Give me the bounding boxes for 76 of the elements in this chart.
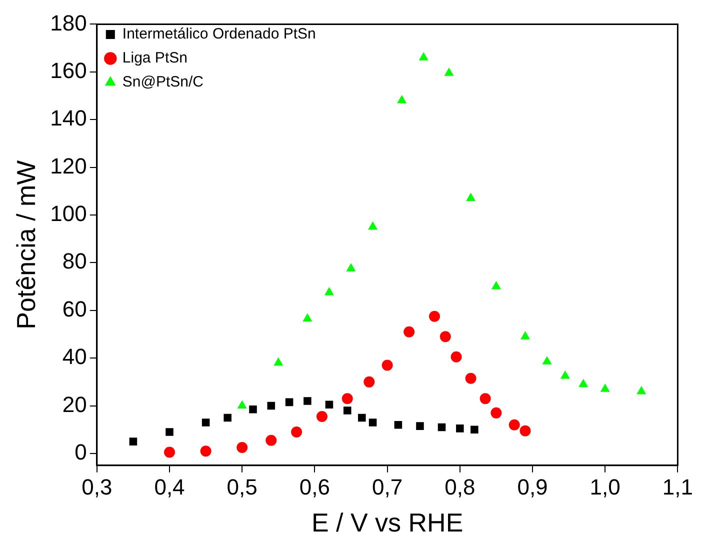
point [129, 438, 138, 446]
point [397, 95, 407, 104]
point [364, 376, 375, 388]
point [404, 326, 415, 338]
x-tick-label: 0,8 [444, 474, 476, 500]
point [224, 414, 232, 422]
x-tick-label: 0,9 [517, 474, 548, 500]
point [358, 414, 366, 422]
y-tick-label: 160 [50, 58, 87, 83]
point [324, 287, 334, 296]
point [346, 263, 356, 272]
point [456, 424, 464, 432]
x-tick-label: 0,4 [154, 474, 185, 500]
point [249, 405, 257, 414]
point [416, 422, 424, 430]
point [636, 386, 646, 394]
point [444, 68, 454, 76]
point [237, 400, 247, 409]
point [465, 372, 476, 384]
legend-label: Sn@PtSn/C [122, 74, 204, 91]
point [490, 407, 502, 418]
point [368, 221, 378, 230]
y-tick-label: 20 [62, 392, 87, 417]
y-tick-label: 120 [50, 153, 87, 178]
point [200, 446, 212, 457]
point [450, 351, 462, 362]
point [429, 310, 440, 322]
x-tick-label: 1,0 [590, 474, 620, 500]
point [266, 434, 277, 446]
point [325, 400, 334, 408]
point [470, 426, 478, 434]
point [520, 425, 531, 436]
point [316, 411, 328, 422]
y-tick-label: 40 [62, 344, 87, 370]
point [166, 428, 174, 436]
point [600, 384, 610, 392]
x-tick-label: 0,5 [226, 474, 258, 500]
point [480, 393, 491, 404]
point [438, 423, 446, 432]
point [560, 370, 570, 379]
point [520, 331, 530, 340]
point [285, 398, 294, 406]
point [394, 420, 402, 429]
y-axis-title: Potência / mW [10, 160, 41, 330]
point [491, 281, 501, 290]
point [202, 418, 210, 426]
x-tick-label: 0,3 [82, 474, 112, 500]
point [267, 402, 276, 410]
y-tick-label: 60 [62, 296, 87, 322]
point [542, 356, 552, 364]
point [304, 397, 312, 405]
point [343, 406, 352, 414]
x-tick-label: 1,1 [662, 474, 694, 500]
point [274, 357, 284, 366]
point [164, 446, 176, 458]
x-axis-title: E / V vs RHE [311, 508, 464, 538]
y-tick-label: 0 [74, 440, 87, 465]
x-tick-label: 0,7 [372, 474, 403, 500]
legend-label: Intermetálico Ordenado PtSn [122, 26, 316, 43]
point [418, 52, 428, 60]
y-tick-label: 180 [50, 10, 87, 36]
point [466, 192, 476, 202]
y-tick-label: 100 [50, 201, 87, 226]
y-tick-label: 80 [62, 248, 87, 274]
point [368, 418, 377, 426]
point [508, 419, 520, 430]
point [440, 331, 451, 342]
point [342, 393, 353, 404]
point [578, 378, 588, 388]
point [291, 426, 302, 438]
point [302, 313, 312, 322]
y-tick-label: 140 [50, 106, 87, 131]
point [382, 360, 393, 371]
legend-label: Liga PtSn [122, 50, 188, 67]
point [236, 442, 248, 454]
x-tick-label: 0,6 [299, 474, 330, 500]
